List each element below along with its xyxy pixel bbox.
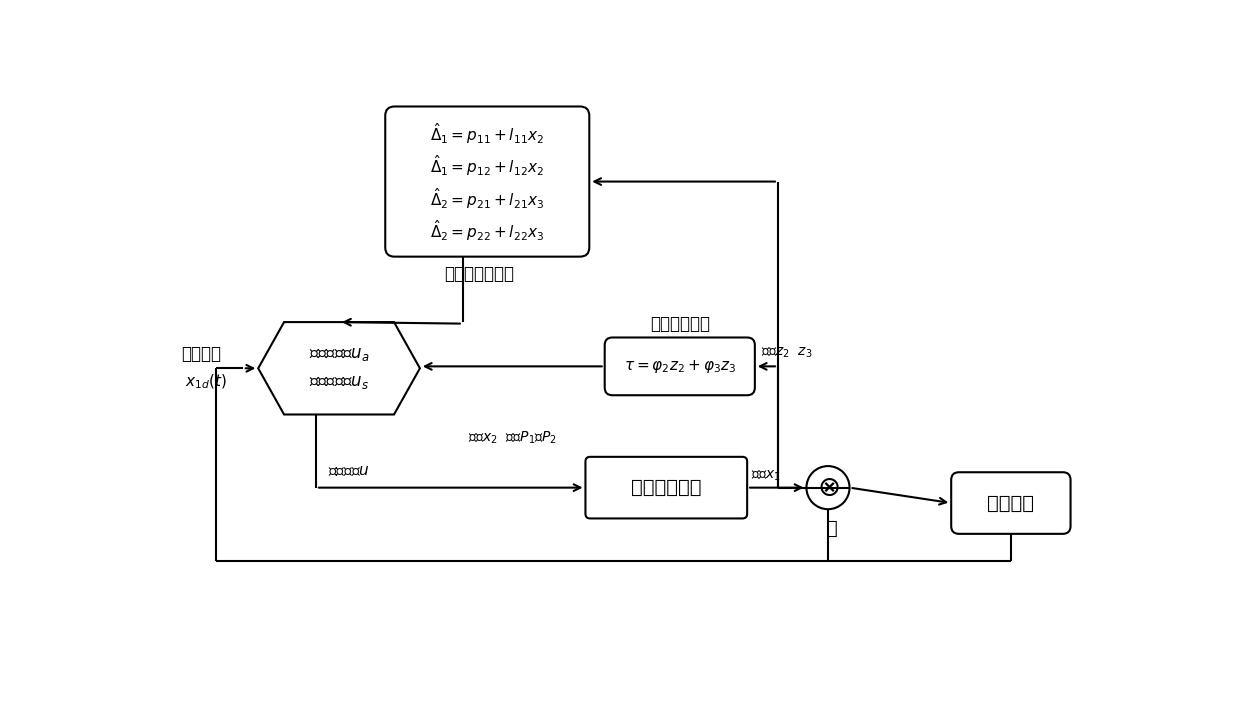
Text: $\otimes$: $\otimes$ [817,473,839,502]
Text: $\hat{\Delta}_2 = p_{21} + l_{21}x_3$: $\hat{\Delta}_2 = p_{21} + l_{21}x_3$ [430,185,544,211]
Text: 控制输入$u$: 控制输入$u$ [327,463,370,478]
Text: 性能描述: 性能描述 [987,494,1034,513]
Text: 扩张干扰观测器: 扩张干扰观测器 [445,265,515,283]
Text: $\tau=\varphi_2 z_2+\varphi_3 z_3$: $\tau=\varphi_2 z_2+\varphi_3 z_3$ [624,358,737,375]
Polygon shape [258,322,420,414]
Text: 误差$z_2$  $z_3$: 误差$z_2$ $z_3$ [761,345,812,360]
Text: 速度$x_2$  压强$P_1$、$P_2$: 速度$x_2$ 压强$P_1$、$P_2$ [467,430,557,446]
FancyBboxPatch shape [386,106,589,257]
Text: $\hat{\Delta}_1 = p_{12} + l_{12}x_2$: $\hat{\Delta}_1 = p_{12} + l_{12}x_2$ [430,153,544,178]
Text: 鲁棒反馈项$u_s$: 鲁棒反馈项$u_s$ [309,373,370,391]
Text: 电液伺服系统: 电液伺服系统 [631,478,702,497]
Text: $\hat{\Delta}_1 = p_{11} + l_{11}x_2$: $\hat{\Delta}_1 = p_{11} + l_{11}x_2$ [430,121,544,146]
Text: 期望指令: 期望指令 [181,345,221,364]
Text: 参数自适应律: 参数自适应律 [650,315,709,333]
FancyBboxPatch shape [605,337,755,395]
FancyBboxPatch shape [951,473,1070,534]
Text: $x_{1d}(t)$: $x_{1d}(t)$ [185,373,227,391]
Text: 模型补偿项$u_a$: 模型补偿项$u_a$ [309,345,370,364]
FancyBboxPatch shape [585,457,748,518]
Text: －: － [826,518,838,537]
Text: $\hat{\Delta}_2 = p_{22} + l_{22}x_3$: $\hat{\Delta}_2 = p_{22} + l_{22}x_3$ [430,218,544,243]
Text: 位置$x_1$: 位置$x_1$ [751,469,781,483]
